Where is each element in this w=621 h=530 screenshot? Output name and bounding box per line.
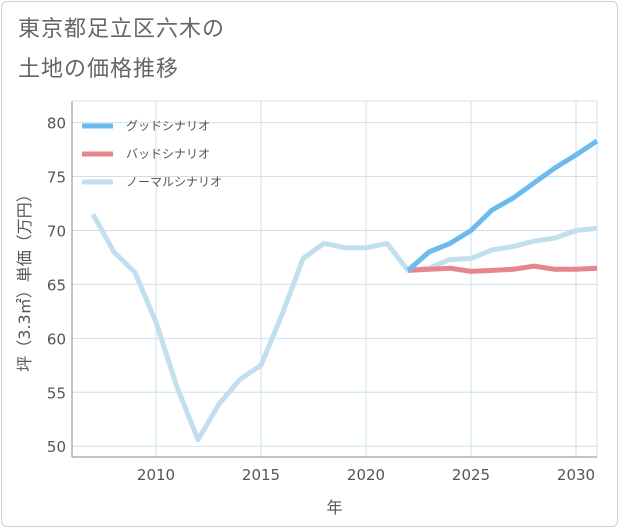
series-line-bad bbox=[407, 263, 598, 274]
legend-label-good: グッドシナリオ bbox=[126, 119, 210, 133]
y-tick-labels: 50 55 60 65 70 75 80 bbox=[47, 115, 66, 457]
y-tick-label: 65 bbox=[47, 276, 66, 294]
chart-title-line1: 東京都足立区六木の bbox=[18, 17, 226, 42]
series-line-good bbox=[406, 138, 599, 273]
y-tick-label: 75 bbox=[47, 169, 66, 187]
legend-label-normal: ノーマルシナリオ bbox=[126, 175, 222, 189]
x-tick-label: 2015 bbox=[242, 466, 280, 484]
y-tick-label: 50 bbox=[47, 438, 66, 456]
x-tick-label: 2030 bbox=[557, 466, 595, 484]
legend-label-bad: バッドシナリオ bbox=[126, 147, 210, 161]
series-line-normal bbox=[90, 213, 598, 443]
y-tick-label: 60 bbox=[47, 330, 66, 348]
y-tick-label: 70 bbox=[47, 222, 66, 240]
x-tick-label: 2010 bbox=[137, 466, 175, 484]
y-tick-label: 55 bbox=[47, 384, 66, 402]
x-tick-label: 2025 bbox=[452, 466, 490, 484]
series-lines bbox=[90, 138, 599, 443]
x-tick-label: 2020 bbox=[347, 466, 385, 484]
grid bbox=[72, 101, 597, 457]
x-tick-labels: 2010 2015 2020 2025 2030 bbox=[137, 466, 595, 484]
x-axis-label: 年 bbox=[326, 498, 342, 517]
axes bbox=[71, 100, 598, 458]
chart-title-line2: 土地の価格推移 bbox=[18, 57, 180, 82]
y-axis-label: 坪（3.3㎡）単価（万円） bbox=[15, 186, 34, 371]
y-tick-label: 80 bbox=[47, 115, 66, 133]
